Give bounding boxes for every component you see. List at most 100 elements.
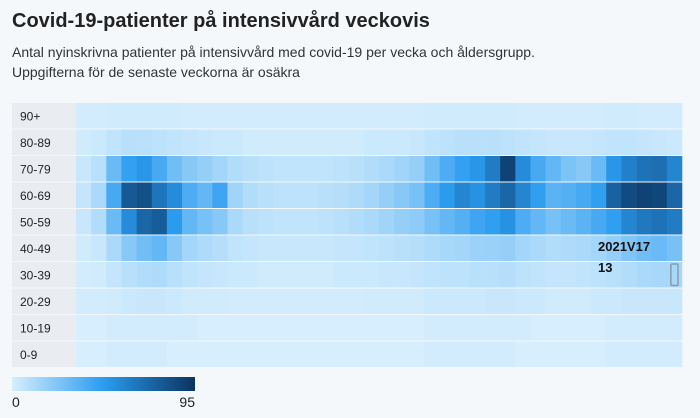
heat-cell [439,341,456,367]
heat-cell [515,341,531,367]
heat-cell [363,315,380,341]
heat-cell [136,103,153,129]
heat-cell [606,129,622,155]
heat-cell [166,103,183,129]
heat-cell [151,103,168,129]
heat-cell [651,341,668,367]
heat-cell [606,235,622,261]
heat-cell [439,262,456,288]
heat-cell [151,129,168,155]
heat-cell [212,341,228,367]
heat-cell [454,156,471,182]
heat-cell [242,262,259,288]
heat-cell [182,288,198,314]
heat-cell [288,129,304,155]
heat-cell [348,129,365,155]
heat-cell [242,235,259,261]
heat-cell [469,288,486,314]
heat-cell [379,235,395,261]
heat-cell [636,182,652,208]
heat-cell [560,235,577,261]
row-label-bg [12,288,76,314]
heat-cell [636,341,652,367]
row-label-bg [12,262,76,288]
heat-cell [136,182,153,208]
heat-cell [272,315,289,341]
heat-cell [545,103,562,129]
heat-cell [530,156,546,182]
heat-cell [515,156,531,182]
heat-cell [363,156,380,182]
heat-cell [409,209,425,235]
heat-cell [272,288,289,314]
heat-cell [272,156,289,182]
chart-subtitle: Antal nyinskrivna patienter på intensivv… [12,44,535,80]
heat-cell [424,315,440,341]
heat-cell [575,129,592,155]
heat-cell [409,156,425,182]
heat-cell [303,209,319,235]
heat-cell [424,235,440,261]
heat-cell [454,235,471,261]
heat-cell [136,156,153,182]
heat-cell [485,262,501,288]
heat-cell [409,315,425,341]
heat-cell [636,262,652,288]
heat-cell [363,288,380,314]
heat-cell [182,235,198,261]
heat-cell [454,288,471,314]
heat-cell [530,315,546,341]
heat-cell [106,209,122,235]
heat-cell [227,341,243,367]
heat-cell [515,182,531,208]
heat-cell [121,129,137,155]
heat-cell [136,341,153,367]
heat-cell [151,235,168,261]
heat-cell [212,288,228,314]
heat-cell [606,262,622,288]
heat-cell [91,209,107,235]
heat-cell [560,129,577,155]
heat-cell [197,156,213,182]
heat-cell [379,209,395,235]
heat-cell [424,129,440,155]
heat-cell [394,156,410,182]
heat-cell [500,103,516,129]
heat-cell [666,156,683,182]
heat-cell [485,156,501,182]
heat-cell [545,156,562,182]
legend-min: 0 [12,394,20,410]
heat-cell [485,209,501,235]
row-label-bg [12,182,76,208]
heat-cell [288,103,304,129]
heat-cell [257,288,274,314]
heat-cell [545,209,562,235]
heat-cell [545,262,562,288]
heat-cell [166,182,183,208]
heat-cell [272,341,289,367]
heat-cell [591,235,607,261]
heat-cell [545,235,562,261]
heat-cell [621,235,637,261]
heat-cell [363,182,380,208]
heat-cell [651,288,668,314]
heat-cell [242,315,259,341]
heat-cell [151,182,168,208]
heat-cell [469,156,486,182]
heat-cell [197,103,213,129]
row-label-bg [12,315,76,341]
heat-cell [272,129,289,155]
heat-cell [515,129,531,155]
heat-cell [76,156,92,182]
heat-cell [318,156,334,182]
heat-cell [106,262,122,288]
heat-cell [363,262,380,288]
heat-cell [500,129,516,155]
heat-cell [106,156,122,182]
heat-cell [197,129,213,155]
heat-cell [651,235,668,261]
heat-cell [121,235,137,261]
heat-cell [272,209,289,235]
heat-cell [424,288,440,314]
